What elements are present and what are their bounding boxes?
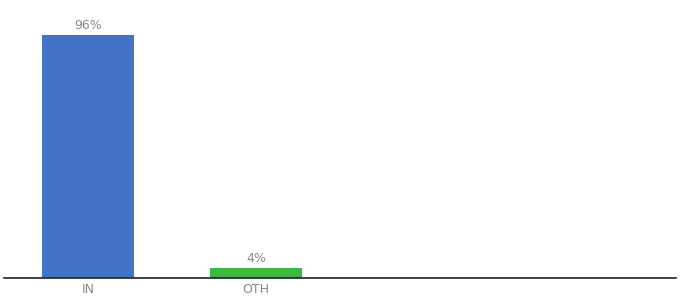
Bar bbox=[210, 268, 302, 278]
Text: 4%: 4% bbox=[246, 252, 266, 265]
Text: 96%: 96% bbox=[74, 19, 102, 32]
Bar bbox=[42, 34, 135, 278]
